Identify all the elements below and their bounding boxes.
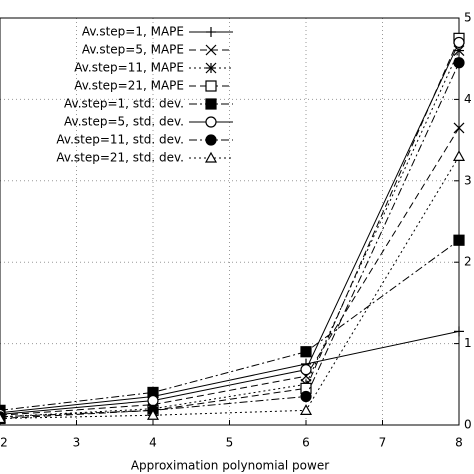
y-tick-label: 5 bbox=[464, 11, 472, 25]
y-tick-label: 4 bbox=[464, 92, 472, 106]
y-tick-label: 3 bbox=[464, 173, 472, 187]
legend-label: Av.step=21, MAPE bbox=[74, 79, 184, 93]
plot-frame bbox=[0, 17, 460, 426]
series-line bbox=[0, 127, 460, 416]
y-tick-label: 1 bbox=[464, 336, 472, 350]
series-line bbox=[0, 38, 460, 419]
marker-shape bbox=[453, 57, 465, 69]
marker bbox=[146, 408, 160, 420]
marker bbox=[205, 44, 217, 56]
marker-shape bbox=[204, 151, 218, 163]
series-line bbox=[0, 62, 460, 418]
marker bbox=[205, 116, 217, 128]
legend-label: Av.step=1, std. dev. bbox=[64, 97, 184, 111]
marker bbox=[453, 36, 465, 49]
marker bbox=[452, 150, 466, 161]
series-line bbox=[0, 156, 460, 419]
y-tick-label: 2 bbox=[464, 255, 472, 269]
x-axis-label: Approximation polynomial power bbox=[131, 459, 329, 473]
marker bbox=[206, 27, 216, 37]
marker bbox=[205, 98, 217, 110]
legend-label: Av.step=21, std. dev. bbox=[56, 151, 184, 165]
marker bbox=[300, 364, 312, 376]
series-line bbox=[0, 330, 460, 414]
marker bbox=[453, 234, 465, 246]
marker bbox=[0, 412, 7, 424]
marker bbox=[205, 134, 217, 146]
marker bbox=[147, 394, 159, 407]
marker-stroke bbox=[205, 62, 217, 74]
marker-stroke bbox=[205, 44, 217, 56]
marker-shape bbox=[300, 390, 312, 403]
marker-shape bbox=[300, 364, 312, 376]
marker-shape bbox=[453, 234, 465, 246]
marker bbox=[299, 404, 313, 415]
marker bbox=[453, 122, 465, 134]
x-tick-label: 8 bbox=[455, 436, 463, 450]
legend-label: Av.step=11, std. dev. bbox=[56, 133, 184, 147]
marker bbox=[454, 326, 464, 337]
marker-shape bbox=[300, 346, 312, 358]
marker-shape bbox=[453, 36, 465, 49]
marker-shape bbox=[147, 394, 159, 407]
x-tick-label: 5 bbox=[226, 436, 234, 450]
marker-stroke bbox=[453, 45, 465, 56]
marker bbox=[300, 390, 312, 403]
marker-shape bbox=[205, 80, 217, 92]
marker bbox=[205, 62, 217, 74]
marker-shape bbox=[205, 98, 217, 110]
series-line bbox=[0, 50, 460, 418]
x-tick-label: 7 bbox=[379, 436, 387, 450]
x-tick-label: 6 bbox=[302, 436, 310, 450]
x-tick-label: 2 bbox=[0, 436, 8, 450]
series-line bbox=[0, 42, 460, 415]
marker bbox=[205, 80, 217, 92]
marker-shape bbox=[205, 134, 217, 146]
marker-shape bbox=[299, 404, 313, 415]
legend-label: Av.step=1, MAPE bbox=[82, 25, 184, 39]
marker bbox=[204, 151, 218, 163]
marker bbox=[300, 346, 312, 358]
series-line bbox=[0, 239, 460, 411]
marker-shape bbox=[205, 116, 217, 128]
marker-shape bbox=[146, 408, 160, 420]
marker-stroke bbox=[453, 122, 465, 134]
marker-shape bbox=[0, 412, 7, 424]
legend-label: Av.step=11, MAPE bbox=[74, 61, 184, 75]
marker-shape bbox=[452, 150, 466, 161]
marker bbox=[453, 57, 465, 69]
y-tick-label: 0 bbox=[464, 418, 472, 432]
x-tick-label: 3 bbox=[73, 436, 81, 450]
legend-label: Av.step=5, MAPE bbox=[82, 43, 184, 57]
x-tick-label: 4 bbox=[149, 436, 157, 450]
legend-label: Av.step=5, std. dev. bbox=[64, 115, 184, 129]
